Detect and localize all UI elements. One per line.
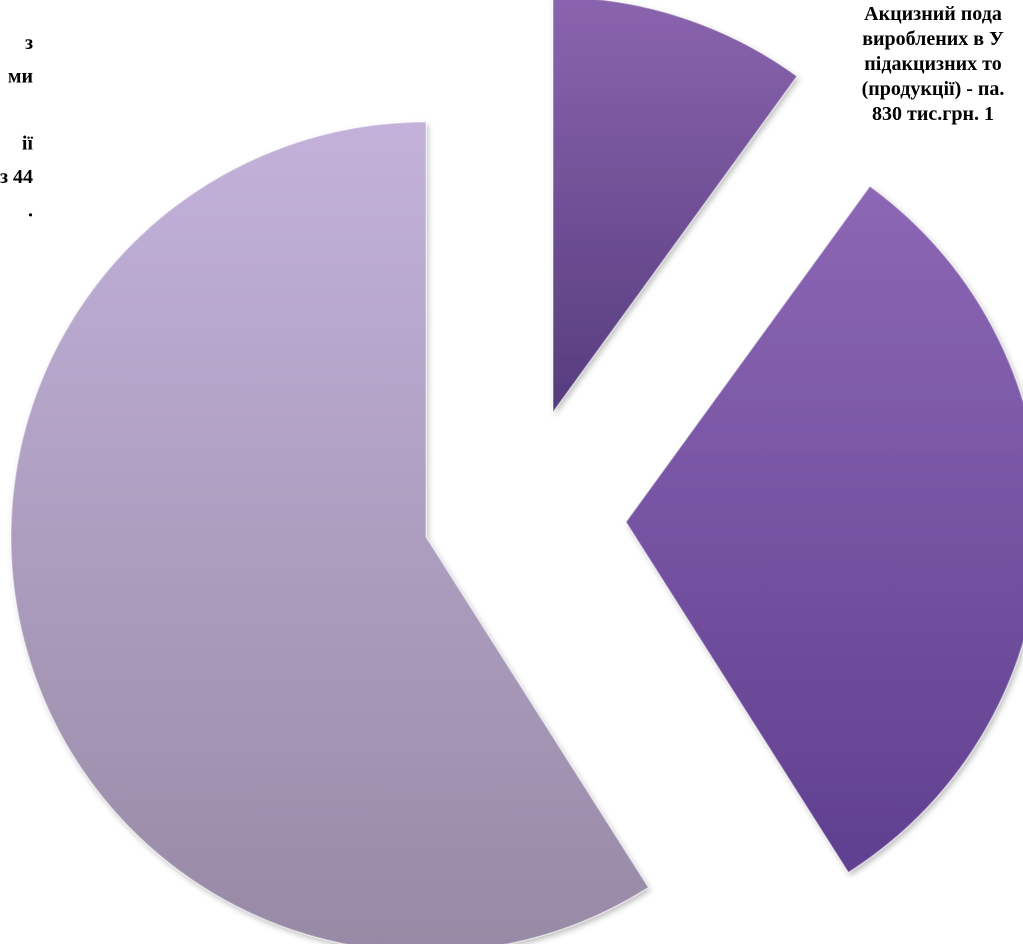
slice-label-3-line-4: ії [22, 133, 34, 155]
slice-label-1-line-3: підакцизних то [864, 53, 1001, 75]
slice-label-3-line-5: з 44 [0, 166, 33, 188]
pie-slice-2 [625, 185, 1023, 874]
slice-label-1-line-2: вироблених в У [862, 28, 1004, 50]
slice-label-3: з ми ії з 44. [0, 32, 33, 222]
pie-labels: Акцизний пода вироблених в У підакцизних т… [0, 3, 1004, 222]
slice-label-1-line-1: Акцизний пода [864, 3, 1002, 25]
pie-slices [10, 0, 1023, 944]
slice-label-1-line-4: (продукції) - па. [862, 78, 1005, 100]
slice-label-1: Акцизний пода вироблених в У підакцизних т… [862, 3, 1005, 125]
slice-label-1-line-5: 830 тис.грн. 1 [872, 103, 994, 125]
pie-slice-1 [552, 0, 798, 415]
slice-label-3-line-1: з [25, 32, 33, 54]
slice-label-3-line-2: ми [8, 66, 33, 88]
pie-slice-3 [10, 121, 650, 944]
slice-label-3-line-6: . [28, 200, 33, 222]
